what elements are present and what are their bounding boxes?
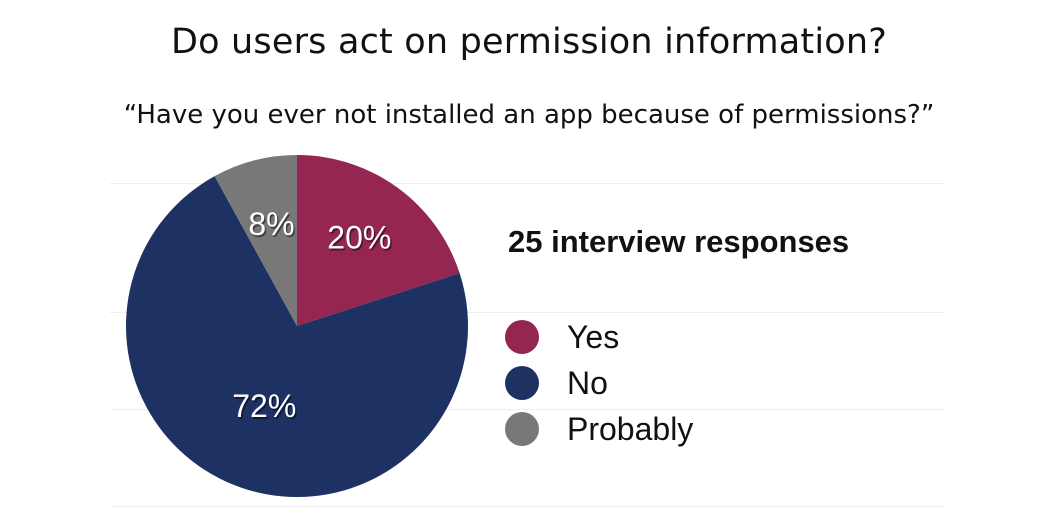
chart-legend: Yes No Probably xyxy=(505,314,693,452)
slice-label-shadow: 8% xyxy=(250,208,296,244)
legend-item-probably: Probably xyxy=(505,406,693,452)
chart-gridline xyxy=(110,409,945,410)
chart-gridline xyxy=(110,506,945,507)
pie-slice-probably xyxy=(214,155,297,326)
slice-label-yes: 20% xyxy=(327,220,391,256)
chart-annotation: 25 interview responses xyxy=(508,224,850,259)
slide-subtitle: “Have you ever not installed an app beca… xyxy=(123,100,935,130)
legend-label: No xyxy=(567,364,608,401)
legend-item-no: No xyxy=(505,360,693,406)
slice-label-no: 72% xyxy=(232,388,296,424)
slice-label-probably: 8% xyxy=(248,206,294,242)
chart-gridline xyxy=(110,312,945,313)
legend-swatch xyxy=(505,366,539,400)
pie-slice-yes xyxy=(297,155,460,326)
pie-slice-no xyxy=(125,176,468,497)
legend-item-yes: Yes xyxy=(505,314,693,360)
legend-swatch xyxy=(505,412,539,446)
slice-label-shadow: 72% xyxy=(234,390,298,426)
chart-gridline xyxy=(110,183,945,184)
legend-label: Yes xyxy=(567,318,620,355)
slide-title: Do users act on permission information? xyxy=(170,22,888,62)
legend-swatch xyxy=(505,320,539,354)
slice-label-shadow: 20% xyxy=(329,222,393,258)
legend-label: Probably xyxy=(567,410,694,447)
